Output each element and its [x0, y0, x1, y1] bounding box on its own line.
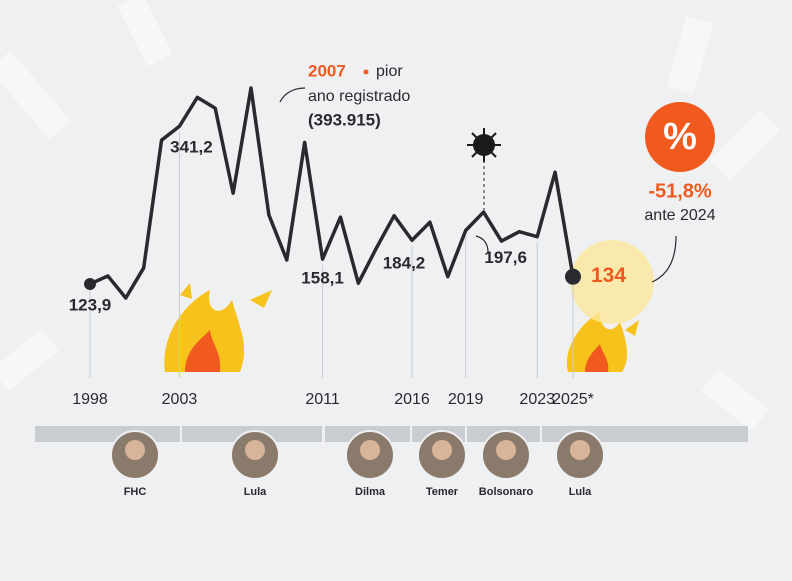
label-arrow [475, 235, 489, 253]
value-label: 134 [591, 264, 626, 287]
president-name: FHC [124, 486, 147, 498]
x-tick-label: 2023 [519, 391, 555, 408]
annotation-arrow [279, 87, 306, 103]
badge-note: ante 2024 [644, 207, 715, 224]
badge-arrow [651, 235, 677, 283]
president-name: Temer [426, 486, 459, 498]
annotation-year: 2007 [308, 61, 346, 80]
timeline-segment [35, 426, 180, 442]
x-tick-label: 2011 [305, 391, 340, 408]
value-label: 158,1 [301, 269, 344, 288]
x-tick-label: 2016 [394, 391, 430, 408]
annotation-text: pior [376, 63, 403, 80]
annotation-text: ano registrado [308, 88, 410, 105]
value-label: 341,2 [170, 138, 213, 157]
value-label: 197,6 [484, 248, 527, 267]
background-rays [0, 0, 770, 420]
flame-icon [164, 283, 272, 372]
virus-icon [467, 128, 501, 210]
president-photo-face [245, 440, 265, 460]
x-tick-label: 2019 [448, 391, 484, 408]
president-name: Bolsonaro [479, 486, 534, 498]
president-name: Dilma [355, 486, 386, 498]
president-photo-face [496, 440, 516, 460]
president-name: Lula [244, 486, 267, 498]
x-tick-label: 2025* [552, 391, 594, 408]
badge-circle [645, 102, 715, 172]
point [565, 268, 581, 285]
badge-change: -51,8% [648, 180, 712, 202]
president-name: Lula [569, 486, 592, 498]
badge-icon: % [663, 116, 697, 158]
x-tick-label: 2003 [162, 391, 198, 408]
point [84, 277, 96, 290]
president-photo-face [125, 440, 145, 460]
bullet [363, 69, 369, 75]
line [89, 86, 575, 300]
x-tick-label: 1998 [72, 391, 108, 408]
president-photo-face [360, 440, 380, 460]
annotation-value: (393.915) [308, 110, 381, 129]
highlight-glow [570, 240, 654, 324]
president-photo-face [432, 440, 452, 460]
flame-icon [567, 312, 639, 372]
president-photo-face [570, 440, 590, 460]
value-label: 184,2 [383, 254, 426, 273]
value-label: 123,9 [69, 295, 112, 314]
